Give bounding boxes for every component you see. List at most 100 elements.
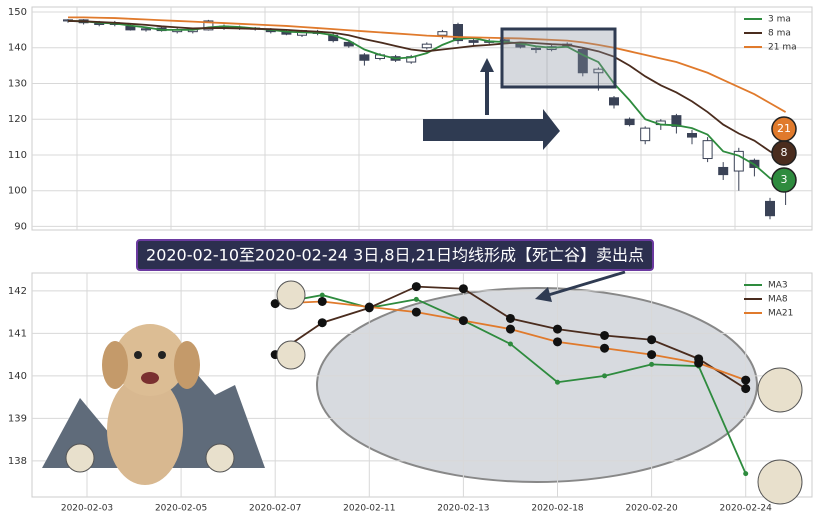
point	[743, 471, 749, 477]
y-tick-label: 100	[8, 186, 27, 197]
ma-badge	[771, 167, 797, 193]
legend-label: 3 ma	[768, 15, 791, 25]
x-tick-label: 2020-02-11	[343, 504, 395, 514]
point	[411, 307, 421, 317]
point	[317, 318, 327, 328]
point	[600, 330, 610, 340]
y-tick-label: 140	[8, 371, 27, 382]
dog-eye	[134, 351, 142, 359]
decorations: 2020-02-10至2020-02-24 3日,8日,21日均线形成【死亡谷】…	[42, 27, 803, 505]
point	[741, 375, 751, 385]
point	[317, 296, 327, 306]
legend-label: 8 ma	[768, 29, 791, 39]
point	[411, 282, 421, 292]
ma-badge-label: 8	[781, 146, 788, 159]
x-tick-label: 2020-02-24	[720, 504, 773, 514]
candle-body	[577, 49, 588, 74]
candle-body	[437, 31, 448, 36]
legend-label: MA3	[768, 281, 788, 291]
x-tick-label: 2020-02-20	[625, 504, 678, 514]
y-tick-label: 150	[8, 7, 27, 18]
x-tick-label: 2020-02-07	[249, 504, 301, 514]
x-tick-label: 2020-02-13	[437, 504, 489, 514]
x-tick-label: 2020-02-03	[61, 504, 113, 514]
candle-body	[453, 24, 463, 42]
candle-body	[359, 54, 370, 61]
ma-line	[67, 20, 787, 162]
point	[647, 350, 657, 360]
ma-badge-label: 3	[781, 173, 788, 186]
legend-label: MA21	[768, 309, 793, 319]
point	[694, 358, 704, 368]
point	[505, 313, 515, 323]
dog-mouth	[141, 372, 159, 384]
point	[553, 324, 562, 334]
arrow-head	[480, 58, 494, 72]
point	[600, 343, 610, 353]
y-tick-label: 141	[8, 328, 27, 339]
candle-body	[593, 68, 604, 74]
y-tick-label: 140	[8, 43, 27, 54]
candle-body	[141, 28, 151, 31]
arrow-head	[535, 287, 552, 302]
point	[741, 384, 751, 394]
point	[505, 324, 515, 334]
annotation-arrow	[423, 109, 560, 150]
point	[647, 335, 657, 345]
candle-body	[421, 43, 432, 49]
candle-body	[468, 40, 479, 43]
candle-body	[718, 166, 729, 176]
y-tick-label: 130	[8, 78, 27, 89]
point	[364, 302, 374, 312]
point	[649, 361, 655, 367]
point	[553, 337, 562, 347]
highlight-box	[500, 27, 617, 89]
y-tick-label: 110	[8, 150, 27, 161]
y-tick-label: 142	[8, 286, 27, 297]
dog-ear	[174, 341, 200, 389]
candle-body	[640, 127, 651, 142]
ma-badge-label: 21	[777, 122, 791, 135]
point	[413, 296, 419, 302]
y-tick-label: 90	[14, 221, 27, 232]
top-plot-frame	[31, 6, 813, 231]
point	[319, 292, 325, 298]
legend-label: MA8	[768, 295, 788, 305]
y-tick-label: 120	[8, 114, 27, 125]
candle-body	[702, 140, 713, 160]
candle-body	[203, 20, 214, 31]
ma-line	[68, 16, 787, 113]
point	[507, 341, 513, 347]
candle-body	[733, 150, 744, 172]
highlight-ellipse	[316, 287, 758, 483]
y-tick-label: 138	[8, 456, 27, 467]
candle-body	[624, 118, 635, 126]
dog-eye	[158, 351, 166, 359]
banner-box	[136, 239, 654, 271]
dog-ear	[102, 341, 128, 389]
skulls	[65, 280, 803, 505]
point	[458, 316, 468, 326]
ma-badge	[771, 140, 797, 166]
candle-body	[609, 97, 619, 106]
banner-text: 2020-02-10至2020-02-24 3日,8日,21日均线形成【死亡谷】…	[146, 246, 644, 265]
candle-body	[765, 200, 775, 217]
dog-body	[107, 375, 183, 485]
candle-body	[531, 47, 541, 51]
x-tick-label: 2020-02-05	[155, 504, 207, 514]
candle-body	[687, 133, 697, 138]
arrow	[544, 270, 626, 298]
point	[458, 284, 468, 294]
bottom-layer: 138 139 140 141 142 2020-02-03 2020-02-05 2020-…	[8, 273, 812, 514]
point	[270, 299, 280, 309]
candle-body	[671, 115, 682, 127]
legend-label: 21 ma	[768, 43, 797, 53]
ma-line	[67, 20, 787, 189]
x-tick-label: 2020-02-18	[531, 504, 584, 514]
point	[602, 373, 608, 379]
point	[555, 379, 560, 385]
dog-head	[114, 324, 186, 396]
y-tick-label: 139	[8, 413, 27, 424]
